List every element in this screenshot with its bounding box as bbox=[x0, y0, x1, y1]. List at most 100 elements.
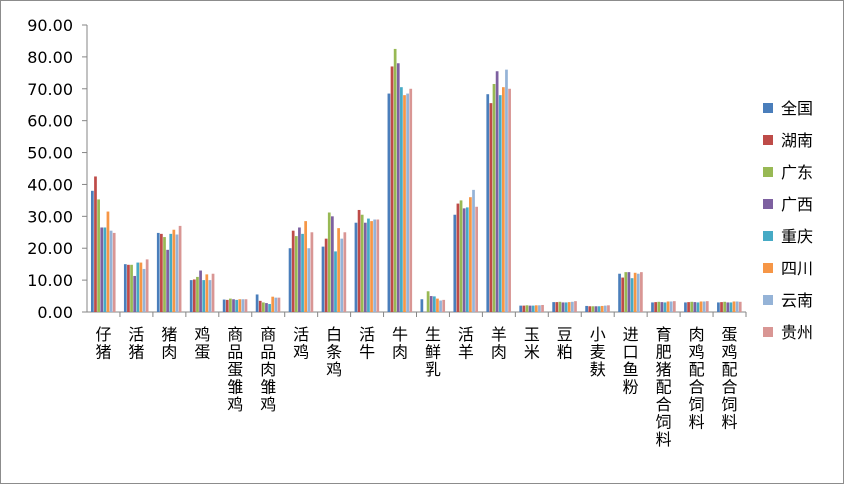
bar bbox=[600, 305, 604, 312]
bar bbox=[211, 273, 215, 312]
bar bbox=[175, 234, 179, 312]
bar bbox=[732, 301, 736, 312]
y-tick-label: 0.00 bbox=[37, 303, 73, 322]
bar bbox=[574, 301, 577, 312]
bar bbox=[651, 302, 654, 312]
y-tick-label: 70.00 bbox=[27, 80, 73, 99]
legend-label: 贵州 bbox=[781, 323, 813, 342]
bar bbox=[133, 275, 137, 312]
bar bbox=[373, 219, 377, 312]
bar bbox=[702, 301, 706, 312]
bar bbox=[552, 302, 556, 312]
bar bbox=[571, 301, 574, 312]
bar bbox=[591, 306, 595, 312]
bar bbox=[738, 301, 742, 312]
bar bbox=[486, 94, 490, 312]
bar bbox=[370, 221, 373, 312]
bar bbox=[304, 221, 308, 312]
bar bbox=[630, 278, 634, 312]
bar bbox=[123, 264, 127, 312]
bar bbox=[142, 268, 146, 312]
legend-label: 广东 bbox=[781, 163, 813, 182]
bar bbox=[403, 95, 406, 312]
bar bbox=[633, 272, 637, 312]
bar bbox=[534, 305, 538, 312]
bar bbox=[420, 299, 424, 312]
bar bbox=[465, 207, 469, 312]
bar bbox=[472, 189, 475, 312]
bar bbox=[555, 302, 559, 312]
bar bbox=[640, 272, 643, 312]
bar bbox=[636, 273, 640, 312]
x-tick-label: 小麦麸 bbox=[590, 325, 606, 379]
bar bbox=[294, 236, 298, 312]
x-tick-label: 活牛 bbox=[359, 325, 375, 362]
bar bbox=[505, 69, 508, 312]
bar bbox=[274, 297, 278, 312]
bar bbox=[91, 190, 94, 312]
legend-swatch bbox=[763, 167, 773, 177]
bar bbox=[409, 88, 413, 312]
bar bbox=[666, 301, 670, 312]
legend-label: 广西 bbox=[781, 195, 813, 214]
x-tick-label: 活羊 bbox=[458, 325, 474, 362]
bar bbox=[321, 246, 325, 312]
y-tick-label: 60.00 bbox=[27, 112, 73, 131]
bar bbox=[145, 259, 149, 312]
x-tick-label: 白条鸡 bbox=[326, 325, 342, 379]
bar bbox=[519, 305, 523, 312]
bar bbox=[669, 301, 673, 312]
bar bbox=[489, 103, 493, 312]
bar bbox=[654, 302, 657, 312]
bar bbox=[136, 262, 140, 312]
bar bbox=[199, 270, 202, 312]
bar bbox=[166, 249, 169, 312]
bar bbox=[196, 276, 199, 312]
bar bbox=[624, 272, 628, 312]
bar bbox=[390, 66, 394, 313]
bar bbox=[238, 299, 242, 312]
y-tick-label: 90.00 bbox=[27, 16, 73, 35]
legend-label: 全国 bbox=[781, 99, 813, 118]
bar bbox=[357, 209, 361, 312]
bar bbox=[106, 211, 110, 312]
bar bbox=[268, 304, 271, 312]
bar bbox=[603, 305, 607, 312]
y-tick-label: 50.00 bbox=[27, 144, 73, 163]
legend-swatch bbox=[763, 231, 773, 241]
bar bbox=[94, 176, 97, 312]
bar bbox=[607, 305, 610, 312]
bar bbox=[363, 222, 367, 312]
bar bbox=[178, 225, 182, 312]
bar bbox=[360, 214, 364, 312]
bar bbox=[498, 95, 502, 312]
bar bbox=[109, 230, 113, 312]
bar bbox=[538, 305, 541, 312]
bar bbox=[442, 299, 446, 312]
bar bbox=[139, 262, 143, 312]
bar bbox=[291, 230, 295, 312]
legend-swatch bbox=[763, 327, 773, 337]
legend-swatch bbox=[763, 295, 773, 305]
bar bbox=[334, 251, 337, 312]
bar bbox=[241, 299, 245, 312]
bar bbox=[192, 279, 196, 312]
bar bbox=[222, 299, 226, 312]
legend-swatch bbox=[763, 135, 773, 145]
bar bbox=[432, 296, 436, 312]
bar bbox=[541, 304, 544, 312]
bar bbox=[588, 306, 592, 312]
bar bbox=[343, 232, 347, 312]
bar bbox=[690, 301, 694, 312]
bar bbox=[324, 238, 328, 312]
axes bbox=[86, 25, 746, 313]
bar bbox=[528, 305, 532, 312]
y-tick-label: 80.00 bbox=[27, 48, 73, 67]
legend-label: 云南 bbox=[781, 291, 813, 310]
bar bbox=[112, 232, 116, 312]
legend-label: 四川 bbox=[781, 259, 813, 278]
bar bbox=[406, 93, 409, 312]
